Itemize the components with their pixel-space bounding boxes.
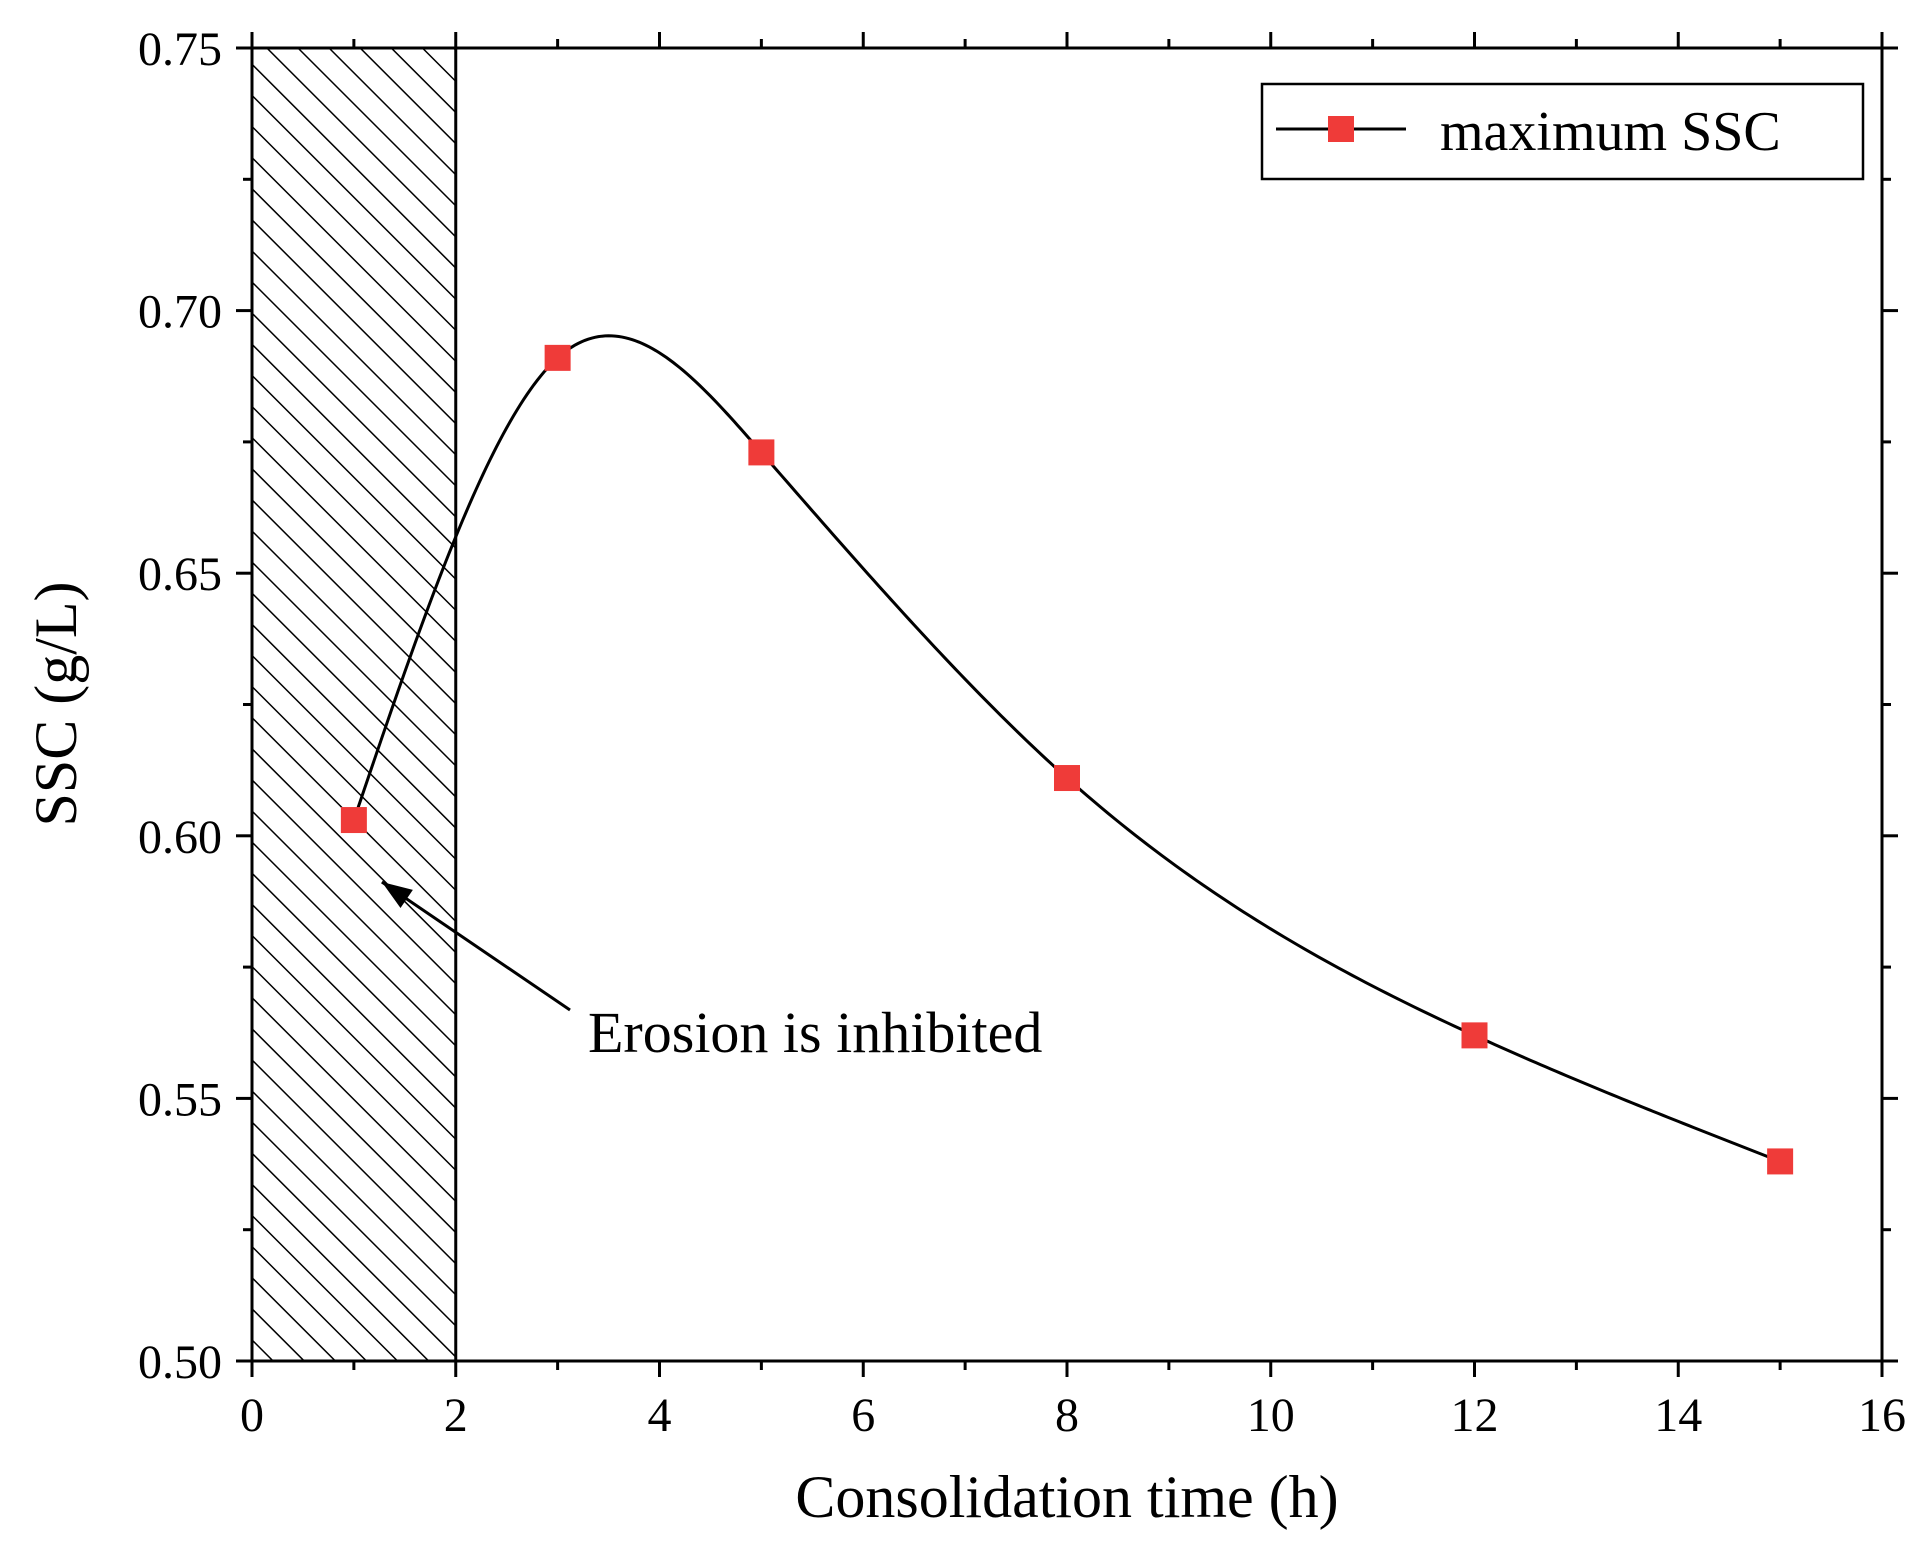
x-tick-label: 0	[240, 1389, 264, 1442]
data-point-marker	[1461, 1022, 1488, 1049]
inhibited-region-hatch	[252, 48, 456, 1361]
x-tick-label: 8	[1055, 1389, 1079, 1442]
x-tick-label: 10	[1247, 1389, 1295, 1442]
annotation-arrow	[381, 880, 571, 1012]
x-axis-title: Consolidation time (h)	[795, 1464, 1338, 1530]
x-tick-label: 12	[1451, 1389, 1499, 1442]
y-tick-label: 0.65	[138, 548, 222, 601]
data-point-marker	[748, 439, 775, 466]
plot-frame	[250, 46, 1884, 1363]
legend-box	[1260, 82, 1865, 181]
data-point-marker	[1054, 765, 1080, 792]
series-line-maximum-ssc	[352, 334, 1781, 1163]
data-point-marker	[1767, 1148, 1794, 1175]
annotation: Erosion is inhibited	[381, 880, 1042, 1065]
y-tick-label: 0.55	[138, 1073, 222, 1126]
legend: maximum SSC	[1260, 82, 1865, 181]
x-tick-label: 4	[648, 1389, 672, 1442]
annotation-arrow-head	[381, 882, 413, 909]
y-tick-label: 0.60	[138, 811, 222, 864]
data-point-marker	[340, 807, 367, 834]
x-tick-label: 16	[1858, 1389, 1906, 1442]
y-tick-label: 0.70	[138, 286, 222, 339]
legend-label: maximum SSC	[1440, 101, 1781, 163]
legend-marker-sample	[1328, 116, 1354, 142]
annotation-text: Erosion is inhibited	[588, 1000, 1042, 1065]
y-tick-label: 0.75	[138, 23, 222, 76]
y-tick-label: 0.50	[138, 1336, 222, 1389]
y-axis-title: SSC (g/L)	[23, 581, 89, 826]
data-point-marker	[544, 344, 571, 371]
x-tick-label: 14	[1654, 1389, 1702, 1442]
x-tick-label: 2	[444, 1389, 468, 1442]
x-tick-label: 6	[851, 1389, 875, 1442]
